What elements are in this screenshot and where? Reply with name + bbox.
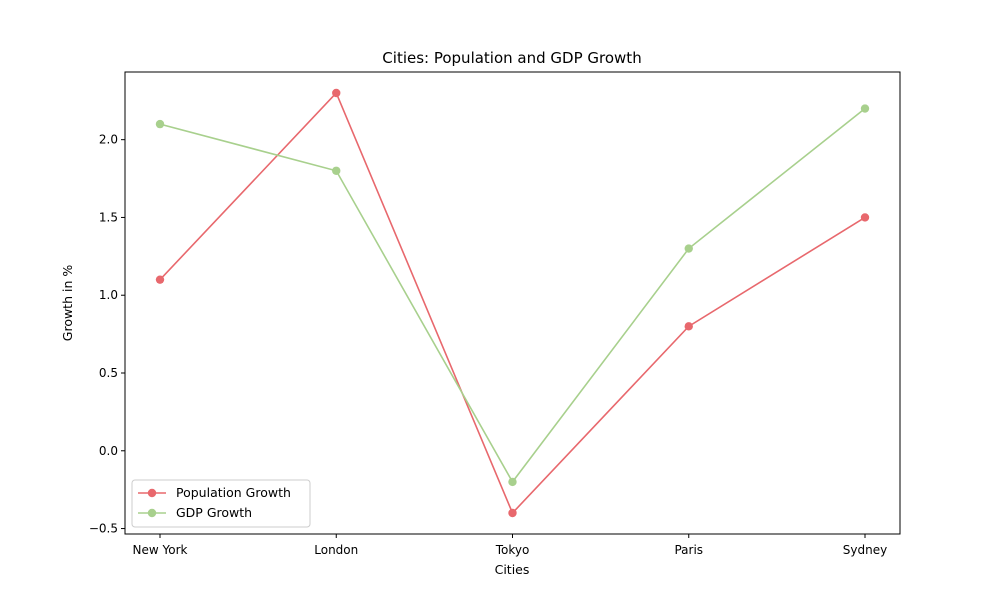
data-point-gdp-growth-paris <box>684 244 693 253</box>
x-tick-label-new-york: New York <box>133 543 188 557</box>
series-layer <box>155 88 870 518</box>
data-point-population-growth-tokyo <box>508 508 517 518</box>
y-tick-label: 1.0 <box>99 288 118 302</box>
legend-gdp-growth-marker <box>147 508 157 518</box>
data-point-population-growth-sydney <box>860 213 870 222</box>
x-axis: New York London Tokyo Paris Sydney <box>133 534 887 557</box>
x-axis-label: Cities <box>495 562 530 577</box>
legend-population-growth-marker <box>147 488 157 498</box>
data-point-population-growth-new-york <box>155 275 165 284</box>
plot-area <box>124 71 901 535</box>
x-tick-label-tokyo: Tokyo <box>495 543 530 557</box>
y-tick-label: 2.0 <box>99 133 118 147</box>
data-point-gdp-growth-new-york <box>155 119 165 129</box>
data-point-population-growth-paris <box>684 322 693 331</box>
y-axis-label: Growth in % <box>60 265 75 342</box>
data-point-gdp-growth-tokyo <box>508 477 517 487</box>
y-tick-label: −0.5 <box>89 522 118 536</box>
data-point-gdp-growth-sydney <box>860 104 870 113</box>
y-tick-label: 0.0 <box>99 444 118 458</box>
data-point-population-growth-london <box>332 88 341 98</box>
legend-population-growth-label: Population Growth <box>176 485 291 500</box>
y-tick-label: 1.5 <box>99 210 118 224</box>
x-tick-label-sydney: Sydney <box>843 543 887 557</box>
x-tick-label-london: London <box>314 543 358 557</box>
legend-box <box>131 479 311 528</box>
legend-gdp-growth-label: GDP Growth <box>176 505 252 520</box>
data-point-gdp-growth-london <box>332 166 341 175</box>
x-tick-label-paris: Paris <box>674 543 703 557</box>
chart-title: Cities: Population and GDP Growth <box>382 49 641 67</box>
y-tick-label: 0.5 <box>99 366 118 380</box>
legend: Population Growth GDP Growth <box>131 479 311 528</box>
series-gdp-growth <box>155 104 870 487</box>
y-axis: −0.5 0.0 0.5 1.0 1.5 2.0 <box>89 133 125 536</box>
